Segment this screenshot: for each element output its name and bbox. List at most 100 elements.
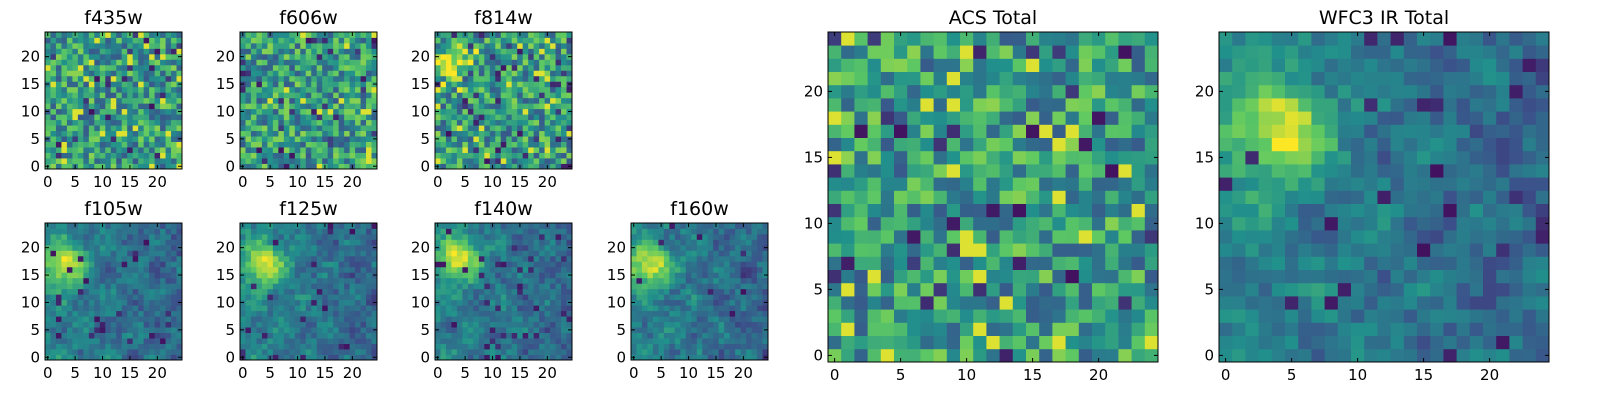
heatmap-cell [740,305,747,312]
heatmap-cell [757,288,763,295]
heatmap-cell [751,261,758,268]
heatmap-cell [154,75,161,82]
heatmap-cell [283,103,290,110]
heatmap-cell [828,282,842,297]
heatmap-cell [495,228,502,235]
heatmap-cell [240,228,246,235]
heatmap-cell [1026,256,1040,270]
heatmap-cell [171,75,177,82]
heatmap-cell [327,239,334,246]
heatmap-cell [149,136,155,142]
heatmap-cell [305,294,312,301]
heatmap-cell [528,125,535,132]
heatmap-cell [685,338,692,344]
heatmap-cell [176,321,183,328]
heatmap-cell [669,255,676,262]
heatmap-cell [289,53,296,60]
heatmap-cell [338,277,345,284]
heatmap-cell [349,239,356,246]
heatmap-cell [132,233,139,240]
heatmap-cell [245,75,252,82]
heatmap-cell [467,48,474,55]
heatmap-cell [278,119,285,126]
heatmap-cell [713,233,720,240]
heatmap-cell [256,288,263,295]
heatmap-cell [713,343,720,350]
heatmap-cell [132,37,139,44]
heatmap-cell [316,86,323,93]
heatmap-cell [522,277,529,284]
heatmap-cell [55,288,62,295]
heatmap-cell [94,305,101,312]
heatmap-cell [663,250,670,257]
heatmap-cell [880,203,895,218]
heatmap-cell [305,266,312,273]
heatmap-cell [45,42,51,49]
heatmap-cell [473,354,480,361]
heatmap-cell [462,288,469,295]
heatmap-cell [360,321,367,328]
heatmap-cell [160,354,166,361]
heatmap-cell [154,255,161,262]
heatmap-cell [740,266,747,273]
heatmap-cell [289,42,296,49]
heatmap-cell [160,64,166,71]
heatmap-cell [550,272,556,279]
heatmap-cell [1144,296,1159,310]
heatmap-cell [473,37,480,44]
heatmap-cell [456,59,463,66]
heatmap-cell [61,125,68,132]
heatmap-cell [566,70,573,77]
heatmap-cell [685,250,692,257]
heatmap-cell [176,233,183,240]
heatmap-cell [451,310,458,317]
heatmap-cell [99,114,106,121]
heatmap-cell [61,103,68,110]
heatmap-cell [561,244,567,251]
heatmap-cell [456,310,463,317]
heatmap-cell [294,310,301,317]
heatmap-cell [94,255,101,262]
heatmap-cell [500,305,507,312]
heatmap-cell [121,92,128,99]
heatmap-cell [555,228,562,235]
heatmap-cell [261,42,268,49]
heatmap-cell [105,108,112,115]
heatmap-cell [522,136,529,142]
heatmap-cell [652,327,659,333]
heatmap-cell [45,310,51,317]
heatmap-cell [1012,216,1027,231]
heatmap-cell [544,310,551,317]
heatmap-cell [751,338,758,344]
heatmap-cell [435,343,441,350]
heatmap-cell [473,158,480,164]
heatmap-cell [729,310,736,317]
heatmap-cell [555,250,562,257]
heatmap-cell [724,294,731,301]
heatmap-cell [456,158,463,164]
heatmap-cell [300,354,307,361]
heatmap-cell [451,114,458,121]
heatmap-cell [283,343,290,350]
heatmap-cell [371,321,378,328]
heatmap-cell [267,152,274,159]
heatmap-cell [327,349,334,355]
heatmap-cell [1026,230,1040,244]
heatmap-cell [316,223,323,229]
heatmap-cell [462,255,469,262]
heatmap-cell [702,354,709,361]
heatmap-cell [445,332,452,339]
heatmap-cell [647,223,654,229]
heatmap-cell [647,327,654,333]
heatmap-cell [338,321,345,328]
heatmap-cell [132,244,139,251]
heatmap-cell [724,288,731,295]
heatmap-cell [240,92,246,99]
heatmap-cell [511,64,518,71]
heatmap-cell [445,250,452,257]
heatmap-cell [132,92,139,99]
heatmap-cell [160,272,166,279]
heatmap-cell [561,343,567,350]
heatmap-cell [55,147,62,153]
heatmap-cell [294,37,301,44]
